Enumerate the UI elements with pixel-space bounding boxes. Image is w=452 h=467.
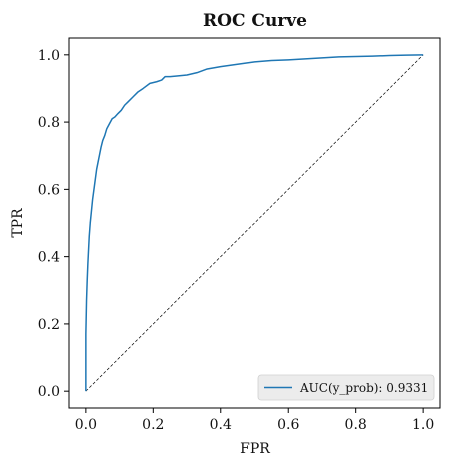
x-tick-label: 0.6 bbox=[277, 417, 299, 433]
y-tick-label: 0.8 bbox=[38, 115, 60, 131]
x-tick-label: 0.4 bbox=[210, 417, 232, 433]
y-tick-label: 0.4 bbox=[38, 250, 60, 266]
reference-diagonal-line bbox=[85, 54, 424, 392]
y-tick-label: 0.0 bbox=[38, 384, 60, 400]
legend: AUC(y_prob): 0.9331 bbox=[257, 374, 435, 401]
x-tick-label: 0.0 bbox=[75, 417, 97, 433]
chart-title: ROC Curve bbox=[203, 11, 307, 31]
roc-curve-line bbox=[85, 54, 424, 392]
series-layer bbox=[85, 54, 424, 392]
plot-area bbox=[68, 37, 441, 409]
y-tick-label: 0.2 bbox=[38, 317, 60, 333]
y-tick-label: 1.0 bbox=[38, 48, 60, 64]
y-axis-label: TPR bbox=[10, 208, 26, 238]
x-tick-label: 0.2 bbox=[142, 417, 164, 433]
y-tick-label: 0.6 bbox=[38, 182, 60, 198]
legend-box bbox=[257, 374, 435, 401]
y-axis-ticks: 0.0 0.2 0.4 0.6 0.8 1.0 bbox=[38, 48, 69, 400]
x-axis-label: FPR bbox=[240, 441, 270, 457]
x-tick-label: 0.8 bbox=[345, 417, 367, 433]
x-tick-label: 1.0 bbox=[412, 417, 434, 433]
legend-label: AUC(y_prob): 0.9331 bbox=[299, 381, 428, 395]
plot-border bbox=[68, 37, 441, 409]
x-axis-ticks: 0.0 0.2 0.4 0.6 0.8 1.0 bbox=[75, 408, 434, 433]
